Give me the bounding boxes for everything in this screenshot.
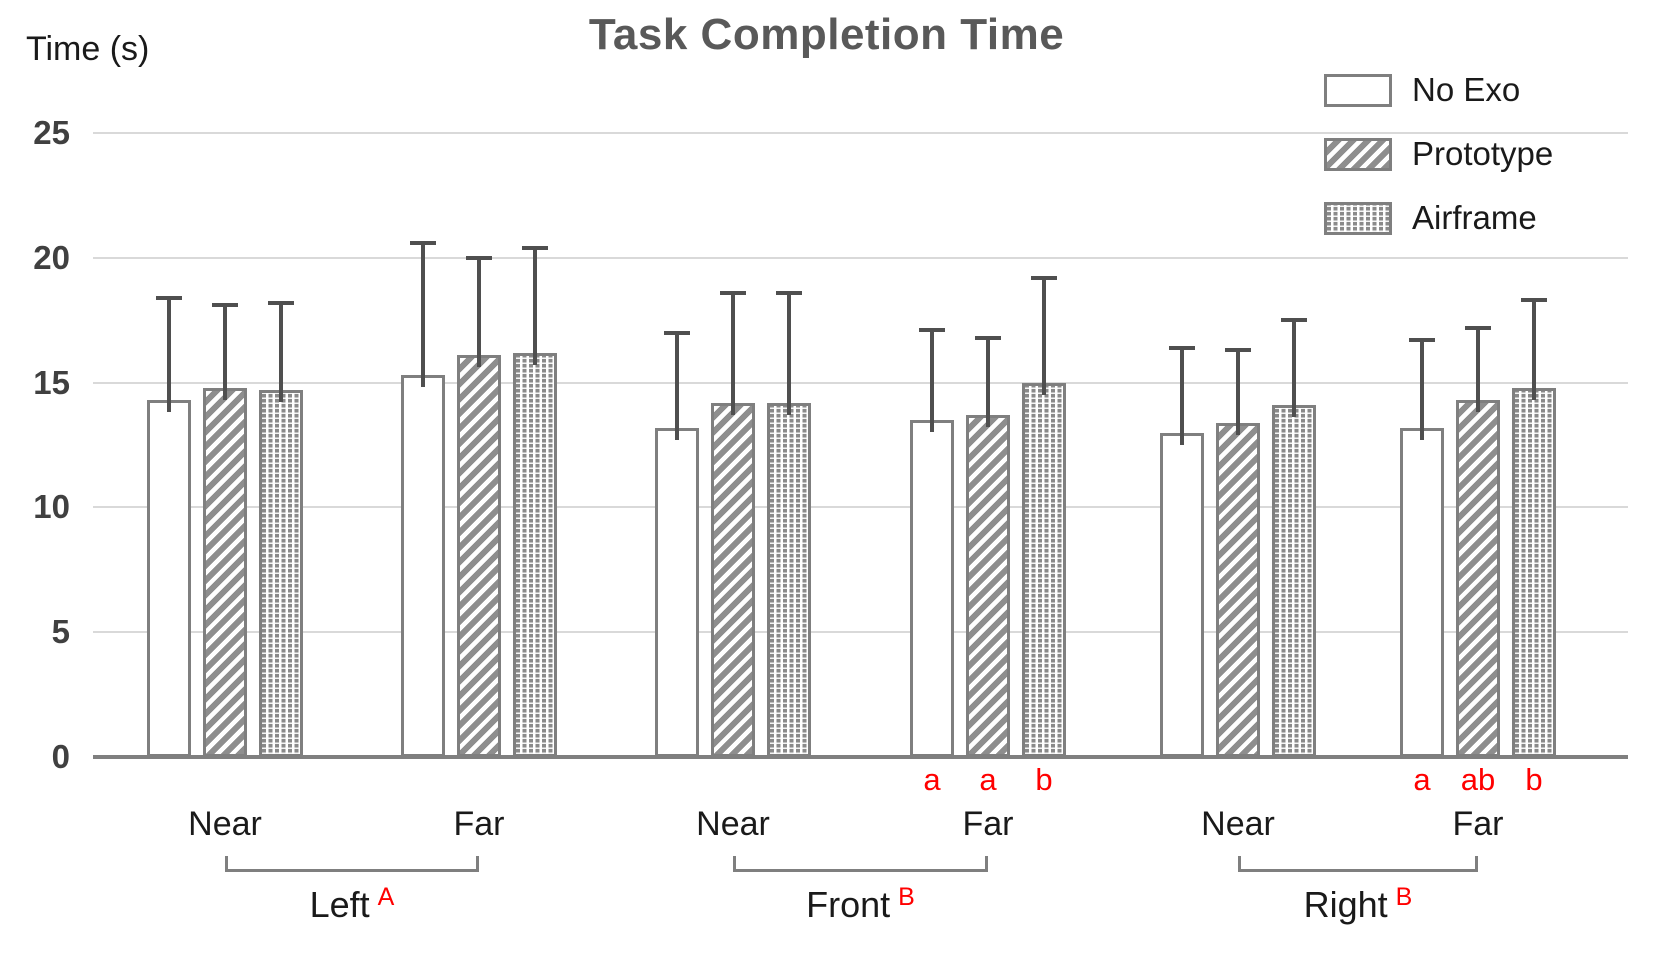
x-label-left-near: Near	[188, 805, 262, 843]
bar-front-near-prototype	[711, 403, 755, 757]
significance-letter: a	[979, 762, 997, 797]
error-bar-cap	[466, 256, 492, 260]
section-label-right: Right B	[1208, 882, 1508, 932]
error-bar-line	[421, 243, 425, 387]
chart-title: Task Completion Time	[588, 10, 1065, 59]
bar-right-far-airframe	[1512, 388, 1556, 757]
error-bar-line	[1532, 300, 1536, 400]
error-bar-cap	[1409, 338, 1435, 342]
gridline-15	[93, 382, 1628, 384]
y-axis-label: Time (s)	[26, 30, 150, 68]
x-label-right-far: Far	[1452, 805, 1504, 843]
error-bar-cap	[975, 336, 1001, 340]
error-bar-cap	[1031, 276, 1057, 280]
y-tick-25: 25	[33, 114, 70, 151]
significance-letter: a	[1413, 762, 1431, 797]
error-bar-line	[1420, 340, 1424, 440]
section-label-left: Left A	[202, 882, 502, 932]
bar-left-far-prototype	[457, 355, 501, 757]
x-label-right-near: Near	[1201, 805, 1275, 843]
gridline-5	[93, 631, 1628, 633]
bar-left-far-airframe	[513, 353, 557, 757]
error-bar-line	[279, 303, 283, 402]
y-tick-15: 15	[33, 364, 70, 401]
error-bar-cap	[268, 301, 294, 305]
gridline-20	[93, 257, 1628, 259]
bar-right-far-prototype	[1456, 400, 1500, 757]
legend-swatch-dots	[1324, 202, 1392, 235]
error-bar-line	[1476, 328, 1480, 412]
section-significance-letter: B	[1395, 883, 1413, 911]
bar-front-far-airframe	[1022, 383, 1066, 757]
bar-left-near-prototype	[203, 388, 247, 757]
bar-front-far-no-exo	[910, 420, 954, 757]
error-bar-cap	[664, 331, 690, 335]
y-tick-0: 0	[51, 738, 70, 775]
error-bar-line	[1180, 348, 1184, 445]
error-bar-line	[1042, 278, 1046, 395]
significance-letter: b	[1035, 762, 1053, 797]
x-label-front-far: Far	[962, 805, 1014, 843]
bar-front-near-airframe	[767, 403, 811, 757]
gridline-10	[93, 506, 1628, 508]
y-tick-5: 5	[51, 613, 70, 650]
error-bar-cap	[720, 291, 746, 295]
error-bar-cap	[1521, 298, 1547, 302]
bar-left-near-airframe	[259, 390, 303, 757]
significance-letter: a	[923, 762, 941, 797]
x-axis-line	[93, 755, 1628, 759]
error-bar-cap	[212, 303, 238, 307]
bar-left-near-no-exo	[147, 400, 191, 757]
y-tick-20: 20	[33, 239, 70, 276]
error-bar-cap	[919, 328, 945, 332]
bar-front-far-prototype	[966, 415, 1010, 757]
error-bar-line	[675, 333, 679, 440]
section-label-text: Right	[1303, 884, 1388, 925]
section-significance-letter: B	[898, 883, 915, 911]
section-label-text: Left	[309, 884, 370, 925]
error-bar-cap	[1169, 346, 1195, 350]
legend-swatch-diag	[1324, 138, 1392, 171]
legend-label: No Exo	[1412, 71, 1521, 108]
bar-right-near-airframe	[1272, 405, 1316, 757]
bar-right-near-prototype	[1216, 423, 1260, 757]
section-label-front: Front B	[711, 882, 1011, 932]
y-tick-10: 10	[33, 488, 70, 525]
section-bracket-right	[1238, 856, 1478, 872]
legend-label: Prototype	[1412, 135, 1554, 172]
error-bar-line	[986, 338, 990, 427]
legend-swatch-plain	[1324, 74, 1392, 107]
x-label-left-far: Far	[453, 805, 505, 843]
error-bar-line	[1236, 350, 1240, 435]
section-bracket-left	[225, 856, 479, 872]
error-bar-cap	[776, 291, 802, 295]
error-bar-cap	[410, 241, 436, 245]
error-bar-line	[223, 305, 227, 400]
error-bar-line	[731, 293, 735, 415]
section-significance-letter: A	[377, 883, 395, 911]
error-bar-line	[167, 298, 171, 412]
error-bar-cap	[156, 296, 182, 300]
error-bar-line	[533, 248, 537, 365]
x-label-front-near: Near	[696, 805, 770, 843]
bar-left-far-no-exo	[401, 375, 445, 757]
bar-right-far-no-exo	[1400, 428, 1444, 757]
error-bar-line	[930, 330, 934, 432]
significance-letter: ab	[1460, 762, 1496, 797]
error-bar-line	[477, 258, 481, 367]
section-bracket-front	[733, 856, 988, 872]
error-bar-cap	[1225, 348, 1251, 352]
significance-letter: b	[1525, 762, 1543, 797]
legend-label: Airframe	[1412, 199, 1537, 236]
gridline-25	[93, 132, 1628, 134]
error-bar-cap	[1465, 326, 1491, 330]
section-label-text: Front	[806, 884, 891, 925]
error-bar-line	[787, 293, 791, 415]
bar-right-near-no-exo	[1160, 433, 1204, 757]
error-bar-cap	[1281, 318, 1307, 322]
error-bar-cap	[522, 246, 548, 250]
bar-front-near-no-exo	[655, 428, 699, 757]
error-bar-line	[1292, 320, 1296, 417]
